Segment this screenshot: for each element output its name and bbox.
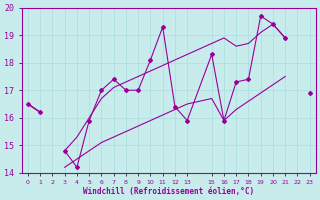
X-axis label: Windchill (Refroidissement éolien,°C): Windchill (Refroidissement éolien,°C) [83, 187, 254, 196]
